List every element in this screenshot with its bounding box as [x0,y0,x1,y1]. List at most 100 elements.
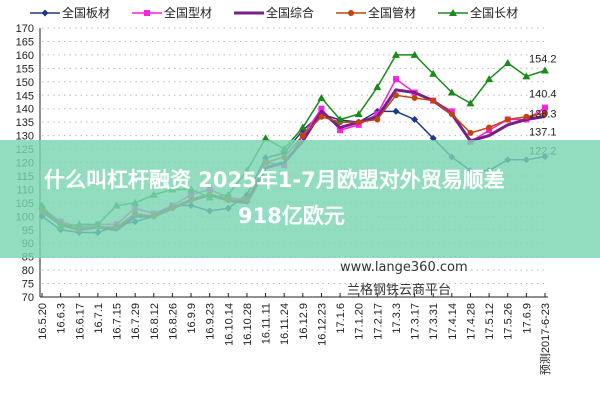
y-tick-label: 135 [16,117,34,129]
data-point [317,93,326,101]
overlay-subline: 918亿欧元 [238,204,345,228]
x-tick-label: 16.5.20 [37,303,49,340]
x-tick-label: 16.11.11 [261,303,273,344]
data-point [373,83,382,91]
data-point [429,69,438,77]
y-tick-label: 70 [22,292,34,304]
x-tick-label: 16.8.26 [167,303,179,340]
data-point [504,116,511,123]
x-tick-label: 预测2017-6-23 [539,303,552,375]
legend-marker [144,9,151,16]
data-point [430,97,437,104]
x-tick-label: 17.2.17 [372,303,384,340]
data-point [542,110,548,117]
legend-swatch [132,9,163,16]
x-tick-label: 16.10.28 [242,303,254,346]
legend-item: 全国长材 [438,4,518,21]
data-point [485,75,494,83]
data-point [448,111,455,118]
data-point [466,99,475,107]
legend-label: 全国长材 [470,6,519,20]
data-point [467,129,474,136]
x-tick-label: 16.6.17 [74,303,86,340]
data-point [392,107,400,115]
data-point [354,110,363,118]
x-tick-label: 17.3.3 [391,303,403,334]
data-point [410,50,419,58]
legend: 全国板材 全国型材 全国综合 全国管材 全国长材 [30,4,518,21]
x-tick-label: 16.6.3 [56,303,68,334]
legend-item: 全国板材 [30,4,110,21]
y-tick-label: 140 [16,104,34,116]
end-value-label: 154.2 [529,54,557,66]
y-tick-label: 80 [22,265,34,277]
y-tick-label: 130 [16,131,34,143]
data-point [261,134,270,142]
x-tick-label: 16.11.24 [279,303,291,345]
legend-label: 全国综合 [266,6,315,20]
legend-marker [449,8,458,16]
x-tick-label: 16.12.23 [316,303,328,346]
x-tick-label: 16.9.23 [205,303,217,340]
legend-label: 全国管材 [368,6,417,20]
data-point [374,116,381,123]
x-tick-label: 17.4.14 [447,303,459,340]
legend-swatch [438,8,469,16]
watermark-name: 兰格钢铁云商平台 [347,283,452,298]
x-tick-label: 17.1.6 [335,303,347,334]
overlay-headline: 什么叫杠杆融资 2025年1-7月欧盟对外贸易顺差 [44,168,505,192]
y-tick-label: 150 [16,77,34,89]
data-point [411,115,419,123]
data-point [374,111,381,118]
x-tick-label: 16.8.12 [149,303,161,340]
y-tick-label: 145 [16,90,34,102]
y-tick-label: 170 [16,23,34,35]
data-point [298,123,307,131]
legend-marker [348,9,355,16]
data-point [299,132,306,139]
data-point [541,66,549,74]
legend-marker [41,9,49,16]
end-value-label: 140.4 [529,89,557,101]
legend-swatch [30,9,60,16]
legend-swatch [234,11,265,14]
legend-label: 全国型材 [164,6,213,20]
y-tick-label: 75 [22,279,34,291]
data-point [391,50,400,58]
data-point [486,124,493,131]
x-tick-label: 16.7.15 [112,303,124,340]
end-value-label: 137.1 [529,127,557,139]
x-tick-label: 16.10.14 [223,303,235,346]
x-tick-label: 16.12.9 [298,303,310,340]
data-point [318,113,325,120]
data-point [542,104,548,111]
y-tick-label: 160 [16,50,34,62]
x-tick-label: 16.7.1 [93,303,105,334]
y-tick-label: 155 [16,63,34,75]
data-point [522,72,531,80]
x-tick-label: 17.6.9 [521,303,533,334]
x-tick-label: 17.4.28 [465,303,477,340]
data-point [447,88,456,96]
data-point [411,94,418,101]
x-tick-label: 17.3.31 [428,303,440,340]
data-point [523,113,530,120]
data-point [337,127,344,134]
x-tick-label: 17.3.17 [410,303,422,340]
x-tick-label: 17.1.20 [354,303,366,340]
data-point [503,58,512,66]
end-value-label: 138.3 [529,108,557,120]
legend-item: 全国综合 [234,4,314,21]
overlay-banner: 什么叫杠杆融资 2025年1-7月欧盟对外贸易顺差 918亿欧元 [0,140,600,258]
legend-item: 全国型材 [132,4,212,21]
data-point [336,115,345,123]
data-point [355,119,362,126]
x-tick-label: 17.5.26 [503,303,515,340]
x-tick-label: 16.7.29 [130,303,142,340]
watermark-url: www.lange360.com [340,260,468,275]
legend-swatch [336,9,367,16]
x-tick-label: 16.9.9 [186,303,198,334]
legend-label: 全国板材 [62,6,111,20]
data-point [392,92,399,99]
y-tick-label: 165 [16,36,34,48]
